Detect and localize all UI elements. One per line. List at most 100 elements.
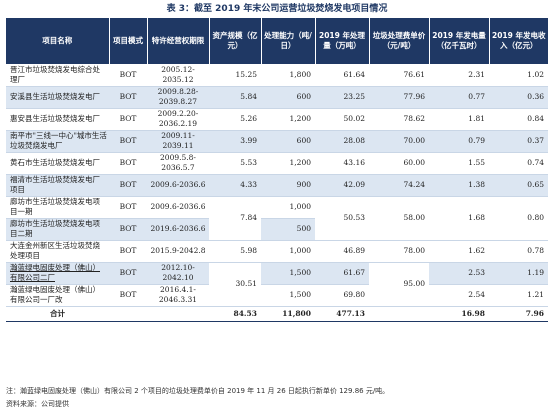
project-name: 晋江市垃圾焚烧发电综合处理厂: [6, 64, 109, 87]
total-power: 16.98: [429, 305, 489, 322]
table-title: 表 3：截至 2019 年末公司运营垃圾焚烧发电项目情况: [166, 4, 388, 14]
mode-cell: BOT: [109, 130, 147, 153]
header-cell: 资产规模（亿元）: [209, 18, 262, 64]
table-row: 福清市生活垃圾焚烧发电厂项目 BOT 2009.6-2036.6 4.33 90…: [6, 174, 548, 197]
fee-cell: 70.00: [369, 130, 429, 153]
total-empty: [369, 305, 429, 322]
volume-cell: 61.67: [315, 262, 369, 285]
total-empty: [147, 305, 209, 322]
table-row: 廊坊市生活垃圾焚烧发电项目一期 BOT 2009.6-2036.6 7.84 1…: [6, 196, 548, 241]
term-cell: 2009.5.8-2036.5.7: [147, 152, 209, 175]
term-cell: 2005.12-2035.12: [147, 64, 209, 87]
assets-cell: 7.84: [209, 196, 261, 241]
revenue-cell: 0.80: [489, 196, 548, 241]
header-cell: 处理能力（吨/日）: [261, 18, 316, 64]
term-cell: 2016.4.1-2046.3.31: [147, 284, 209, 307]
power-cell: 1.38: [429, 174, 489, 197]
term-cell: 2015.9-2042.8: [147, 240, 209, 263]
total-row: 合计 84.53 11,800 477.13 16.98 7.96: [6, 305, 548, 322]
header-cell: 2019 年发电收入（亿元）: [489, 18, 548, 64]
volume-cell: 50.02: [315, 108, 369, 131]
volume-cell: 69.80: [315, 284, 369, 307]
project-name: 南平市"三线一中心"城市生活垃圾焚烧发电厂: [6, 130, 109, 153]
power-cell: 2.54: [429, 284, 489, 307]
capacity-cell: 600: [261, 86, 315, 109]
fee-cell: 74.24: [369, 174, 429, 197]
term-cell: 2009.2.20-2036.2.19: [147, 108, 209, 131]
volume-cell: 28.08: [315, 130, 369, 153]
volume-cell: 43.16: [315, 152, 369, 175]
table-source: 资料来源：公司提供: [6, 400, 69, 408]
revenue-cell: 0.37: [489, 130, 548, 153]
revenue-cell: 1.19: [489, 262, 548, 285]
project-name: 廊坊市生活垃圾焚烧发电项目二期: [6, 218, 109, 241]
header-cell: 项目模式: [109, 18, 148, 64]
table-row: 大连金州新区生活垃圾焚烧处理项目 BOT 2015.9-2042.8 5.98 …: [6, 240, 548, 263]
project-name: 瀚蓝绿电固废处理（佛山）有限公司二厂: [6, 262, 109, 285]
mode-cell: BOT: [109, 284, 147, 307]
fee-cell: 78.62: [369, 108, 429, 131]
total-volume: 477.13: [315, 305, 369, 322]
total-capacity: 11,800: [261, 305, 315, 322]
table-note: 注：瀚蓝绿电固废处理（佛山）有限公司 2 个项目的垃圾处理费单价自 2019 年…: [6, 387, 390, 395]
assets-cell: 3.99: [209, 130, 261, 153]
fee-cell: 58.00: [369, 196, 429, 241]
power-cell: 1.55: [429, 152, 489, 175]
fee-cell: 95.00: [369, 262, 429, 307]
assets-cell: 4.33: [209, 174, 261, 197]
mode-cell: BOT: [109, 240, 147, 263]
power-cell: 1.81: [429, 108, 489, 131]
table-row: 惠安县生活垃圾焚烧发电厂 BOT 2009.2.20-2036.2.19 5.2…: [6, 108, 548, 131]
fee-cell: 78.00: [369, 240, 429, 263]
assets-cell: 15.25: [209, 64, 261, 87]
table-row: 晋江市垃圾焚烧发电综合处理厂 BOT 2005.12-2035.12 15.25…: [6, 64, 548, 87]
capacity-cell: 1,800: [261, 64, 315, 87]
mode-cell: BOT: [109, 108, 147, 131]
term-cell: 2009.11-2039.11: [147, 130, 209, 153]
capacity-cell: 1,200: [261, 108, 315, 131]
term-cell: 2019.6-2036.6: [147, 218, 209, 241]
volume-cell: 46.89: [315, 240, 369, 263]
project-table: 项目名称 项目模式 特许经营权期限 资产规模（亿元） 处理能力（吨/日） 201…: [6, 18, 548, 322]
capacity-cell: 1,000: [261, 196, 315, 219]
project-name: 安溪县生活垃圾焚烧发电厂: [6, 86, 109, 109]
project-name: 惠安县生活垃圾焚烧发电厂: [6, 108, 109, 131]
fee-cell: 60.00: [369, 152, 429, 175]
capacity-cell: 1,200: [261, 152, 315, 175]
fee-cell: 77.96: [369, 86, 429, 109]
assets-cell: 5.98: [209, 240, 261, 263]
header-cell: 垃圾处理费单价（元/吨）: [369, 18, 430, 64]
header-row: 项目名称 项目模式 特许经营权期限 资产规模（亿元） 处理能力（吨/日） 201…: [6, 18, 548, 64]
power-cell: 1.62: [429, 240, 489, 263]
fee-cell: 76.61: [369, 64, 429, 87]
table-row: 安溪县生活垃圾焚烧发电厂 BOT 2009.8.28-2039.8.27 5.8…: [6, 86, 548, 109]
assets-cell: 5.53: [209, 152, 261, 175]
table-row: 廊坊市生活垃圾焚烧发电项目二期 BOT 2019.6-2036.6 500: [6, 218, 548, 241]
volume-cell: 23.25: [315, 86, 369, 109]
revenue-cell: 0.36: [489, 86, 548, 109]
header-cell: 特许经营权期限: [147, 18, 210, 64]
total-empty: [109, 305, 147, 322]
mode-cell: BOT: [109, 174, 147, 197]
term-cell: 2009.6-2036.6: [147, 174, 209, 197]
mode-cell: BOT: [109, 152, 147, 175]
table-row: 南平市"三线一中心"城市生活垃圾焚烧发电厂 BOT 2009.11-2039.1…: [6, 130, 548, 153]
capacity-cell: 500: [261, 218, 315, 241]
power-cell: 0.79: [429, 130, 489, 153]
capacity-cell: 1,000: [261, 240, 315, 263]
revenue-cell: 0.84: [489, 108, 548, 131]
capacity-cell: 1,500: [261, 284, 315, 307]
header-cell: 2019 年发电量（亿千瓦时）: [429, 18, 490, 64]
project-name: 廊坊市生活垃圾焚烧发电项目一期: [6, 196, 109, 219]
term-cell: 2009.6-2036.6: [147, 196, 209, 219]
header-cell: 2019 年处理量（万吨）: [315, 18, 370, 64]
mode-cell: BOT: [109, 218, 147, 241]
assets-cell: 30.51: [209, 262, 261, 307]
project-name: 瀚蓝绿电固废处理（佛山）有限公司一厂改: [6, 284, 109, 307]
mode-cell: BOT: [109, 64, 147, 87]
table-row: 瀚蓝绿电固废处理（佛山）有限公司二厂 BOT 2012.10-2042.10 3…: [6, 262, 548, 307]
revenue-cell: 1.02: [489, 64, 548, 87]
term-cell: 2009.8.28-2039.8.27: [147, 86, 209, 109]
mode-cell: BOT: [109, 86, 147, 109]
project-name: 大连金州新区生活垃圾焚烧处理项目: [6, 240, 109, 263]
